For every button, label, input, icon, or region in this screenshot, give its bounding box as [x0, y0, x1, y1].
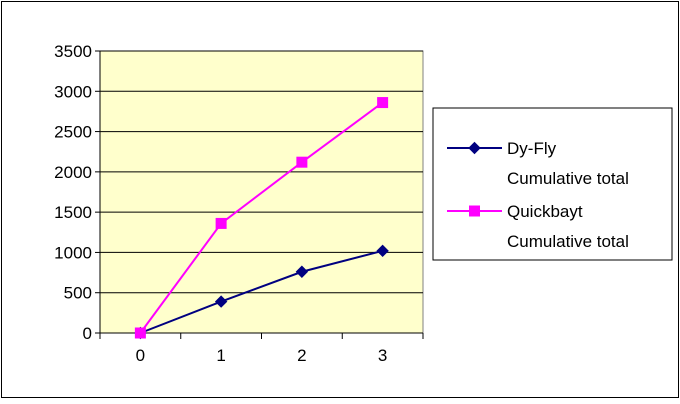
data-point	[377, 97, 389, 109]
data-point	[295, 265, 309, 278]
y-tick-label: 0	[83, 324, 92, 343]
gridlines	[100, 50, 423, 294]
series-line	[139, 101, 384, 334]
legend-label: Cumulative total	[507, 232, 629, 251]
y-tick-label: 1000	[54, 243, 92, 262]
x-tick-label: 2	[297, 346, 306, 365]
y-tick-label: 1500	[54, 203, 92, 222]
data-point	[134, 327, 146, 339]
y-tick-label: 3000	[54, 82, 92, 101]
series-line	[140, 249, 383, 334]
legend-label: Quickbayt	[507, 202, 583, 221]
y-tick-label: 3500	[54, 42, 92, 61]
x-tick-label: 0	[136, 346, 145, 365]
x-tick-label: 3	[378, 346, 387, 365]
data-point	[214, 295, 228, 308]
legend-label: Cumulative total	[507, 169, 629, 188]
legend-label: Dy-Fly	[507, 139, 557, 158]
data-point	[296, 156, 308, 168]
y-tick-label: 500	[64, 284, 92, 303]
series-layer	[134, 97, 389, 340]
legend: Dy-Fly Cumulative total Quickbayt Cumulativ…	[432, 107, 673, 261]
y-tick-label: 2000	[54, 163, 92, 182]
data-point	[376, 244, 389, 258]
legend-box	[432, 107, 673, 261]
legend-marker	[469, 205, 480, 217]
axes: 0 500 1000 1500 2000 2500 3000 3500 0 1 2 3	[54, 42, 424, 365]
data-point	[215, 217, 227, 229]
legend-marker	[468, 141, 481, 155]
y-tick-label: 2500	[54, 123, 92, 142]
x-tick-label: 1	[216, 346, 225, 365]
